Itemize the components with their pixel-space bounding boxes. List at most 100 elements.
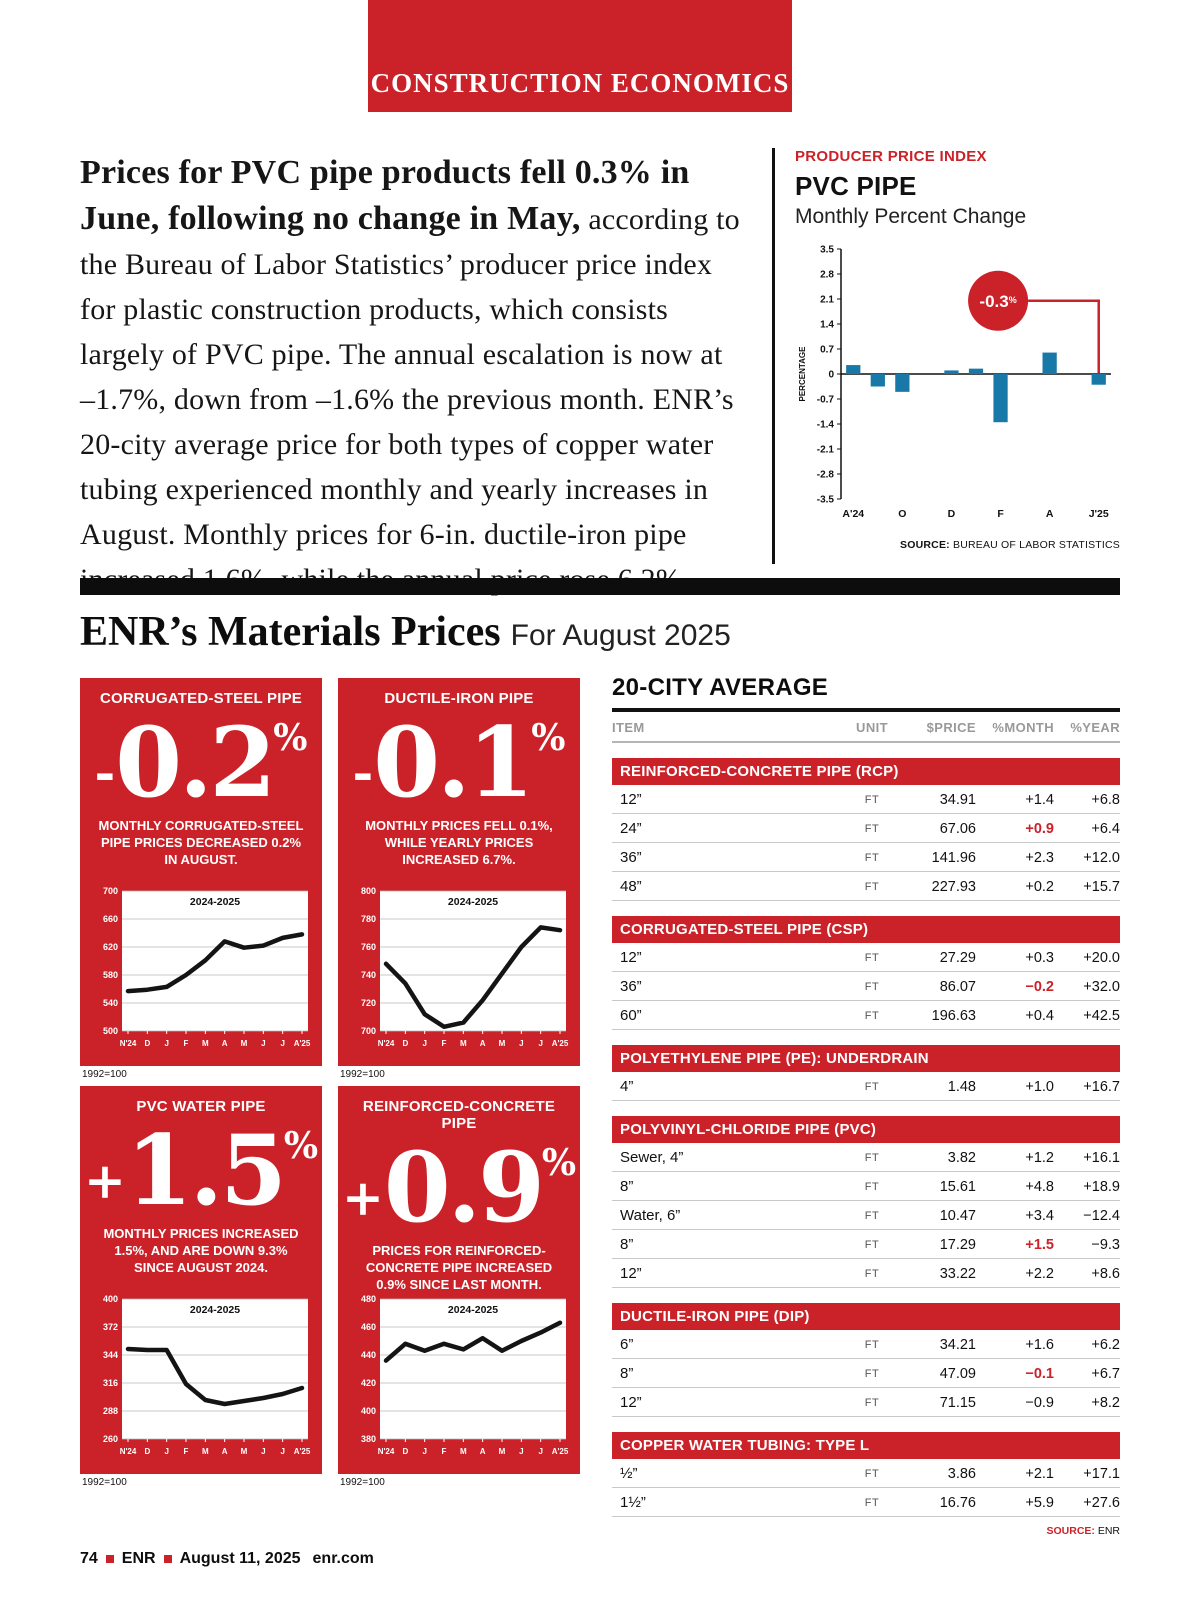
table-section-header: DUCTILE-IRON PIPE (DIP) <box>612 1303 1120 1330</box>
month-change-cell: +1.5 <box>1025 1236 1054 1253</box>
price-cell: 27.29 <box>939 949 976 966</box>
svg-text:M: M <box>460 1447 467 1456</box>
svg-text:J: J <box>280 1039 284 1048</box>
svg-text:2024-2025: 2024-2025 <box>190 896 240 908</box>
svg-text:F: F <box>997 508 1004 520</box>
svg-text:-1.4: -1.4 <box>817 420 835 431</box>
svg-text:344: 344 <box>103 1350 118 1360</box>
item-cell: 36” <box>620 849 642 866</box>
table-row: Water, 6” FT 10.47 +3.4 −12.4 <box>612 1201 1120 1230</box>
svg-text:260: 260 <box>103 1434 118 1444</box>
year-change-cell: +8.6 <box>1091 1265 1120 1282</box>
index-base-note: 1992=100 <box>340 1069 385 1080</box>
page-number: 74 <box>80 1550 98 1567</box>
table-row: 24” FT 67.06 +0.9 +6.4 <box>612 814 1120 843</box>
month-change-cell: +2.2 <box>1025 1265 1054 1282</box>
year-change-cell: +18.9 <box>1083 1178 1120 1195</box>
materials-subtitle: For August 2025 <box>510 619 731 652</box>
svg-text:2024-2025: 2024-2025 <box>190 1304 240 1316</box>
site-link[interactable]: enr.com <box>312 1550 374 1567</box>
percent-sign: % <box>541 1142 577 1184</box>
materials-heading: ENR’s Materials Prices For August 2025 <box>80 608 731 656</box>
svg-text:460: 460 <box>361 1322 376 1332</box>
item-cell: 12” <box>620 1394 642 1411</box>
change-number: 0.1 <box>373 706 534 819</box>
svg-text:D: D <box>144 1039 150 1048</box>
table-row: 8” FT 15.61 +4.8 +18.9 <box>612 1172 1120 1201</box>
month-change-cell: +1.4 <box>1025 791 1054 808</box>
material-card: CORRUGATED-STEEL PIPE -0.2% MONTHLY CORR… <box>80 678 322 1066</box>
year-change-cell: −9.3 <box>1091 1236 1120 1253</box>
material-card-wrap: PVC WATER PIPE +1.5% MONTHLY PRICES INCR… <box>80 1086 322 1488</box>
change-sign: - <box>352 743 374 802</box>
column-header: UNIT <box>856 720 888 735</box>
svg-text:J: J <box>164 1039 168 1048</box>
materials-cards: CORRUGATED-STEEL PIPE -0.2% MONTHLY CORR… <box>80 678 580 1488</box>
unit-cell: FT <box>864 1080 880 1093</box>
svg-text:2.1: 2.1 <box>820 295 834 306</box>
svg-text:420: 420 <box>361 1378 376 1388</box>
percent-sign: % <box>273 717 308 759</box>
svg-text:A'24: A'24 <box>842 508 864 520</box>
month-change-cell: +1.2 <box>1025 1149 1054 1166</box>
unit-cell: FT <box>864 851 880 864</box>
svg-text:740: 740 <box>361 970 376 980</box>
svg-text:A: A <box>222 1447 228 1456</box>
price-cell: 1.48 <box>947 1078 976 1095</box>
svg-text:780: 780 <box>361 914 376 924</box>
unit-cell: FT <box>864 1367 880 1380</box>
item-cell: 60” <box>620 1007 642 1024</box>
table-row: 8” FT 47.09 −0.1 +6.7 <box>612 1359 1120 1388</box>
price-cell: 227.93 <box>931 878 976 895</box>
price-cell: 196.63 <box>931 1007 976 1024</box>
percent-sign: % <box>531 717 566 759</box>
svg-text:F: F <box>184 1447 189 1456</box>
svg-text:F: F <box>442 1039 447 1048</box>
unit-cell: FT <box>864 1396 880 1409</box>
year-change-cell: +15.7 <box>1083 878 1120 895</box>
item-cell: 48” <box>620 878 642 895</box>
year-change-cell: +16.7 <box>1083 1078 1120 1095</box>
unit-cell: FT <box>864 980 880 993</box>
price-cell: 67.06 <box>939 820 976 837</box>
svg-text:-2.8: -2.8 <box>817 470 835 481</box>
ppi-chart-title: PVC PIPE <box>795 171 917 201</box>
svg-text:800: 800 <box>361 886 376 896</box>
ppi-source-label: SOURCE: <box>900 539 950 551</box>
card-description: MONTHLY PRICES FELL 0.1%, WHILE YEARLY P… <box>365 818 553 867</box>
brand-name: ENR <box>121 1550 156 1567</box>
svg-text:A: A <box>1046 508 1054 520</box>
material-card-wrap: CORRUGATED-STEEL PIPE -0.2% MONTHLY CORR… <box>80 678 322 1080</box>
item-cell: 4” <box>620 1078 634 1095</box>
svg-text:0: 0 <box>828 370 834 381</box>
svg-text:M: M <box>202 1447 209 1456</box>
price-cell: 47.09 <box>939 1365 976 1382</box>
ppi-source-text: BUREAU OF LABOR STATISTICS <box>952 539 1120 551</box>
table-row: 48” FT 227.93 +0.2 +15.7 <box>612 872 1120 901</box>
month-change-cell: +1.6 <box>1025 1336 1054 1353</box>
year-change-cell: +6.7 <box>1091 1365 1120 1382</box>
unit-cell: FT <box>864 1209 880 1222</box>
month-change-cell: +5.9 <box>1025 1494 1054 1511</box>
unit-cell: FT <box>864 880 880 893</box>
svg-text:M: M <box>499 1039 506 1048</box>
unit-cell: FT <box>864 793 880 806</box>
svg-text:A'25: A'25 <box>294 1447 311 1456</box>
index-base-note: 1992=100 <box>82 1477 127 1488</box>
item-cell: 12” <box>620 1265 642 1282</box>
price-cell: 17.29 <box>939 1236 976 1253</box>
year-change-cell: +12.0 <box>1083 849 1120 866</box>
column-header: ITEM <box>612 720 645 735</box>
red-square-icon <box>105 1555 114 1563</box>
table-row: ½” FT 3.86 +2.1 +17.1 <box>612 1459 1120 1488</box>
svg-text:J'25: J'25 <box>1089 508 1109 520</box>
table-section-header: POLYVINYL-CHLORIDE PIPE (PVC) <box>612 1116 1120 1143</box>
unit-cell: FT <box>864 1180 880 1193</box>
svg-text:J: J <box>422 1039 426 1048</box>
card-line-chart: 800 780 760 740 720 700 2024-2025 N'24 D J F M A M J J A… <box>361 886 569 1048</box>
svg-text:A: A <box>480 1447 486 1456</box>
section-banner: CONSTRUCTION ECONOMICS <box>368 0 792 112</box>
ppi-panel: PRODUCER PRICE INDEX PVC PIPE Monthly Pe… <box>772 148 1120 564</box>
table-source-text: ENR <box>1097 1525 1120 1537</box>
intro-lead: Prices for PVC pipe products fell 0.3% i… <box>80 154 690 237</box>
